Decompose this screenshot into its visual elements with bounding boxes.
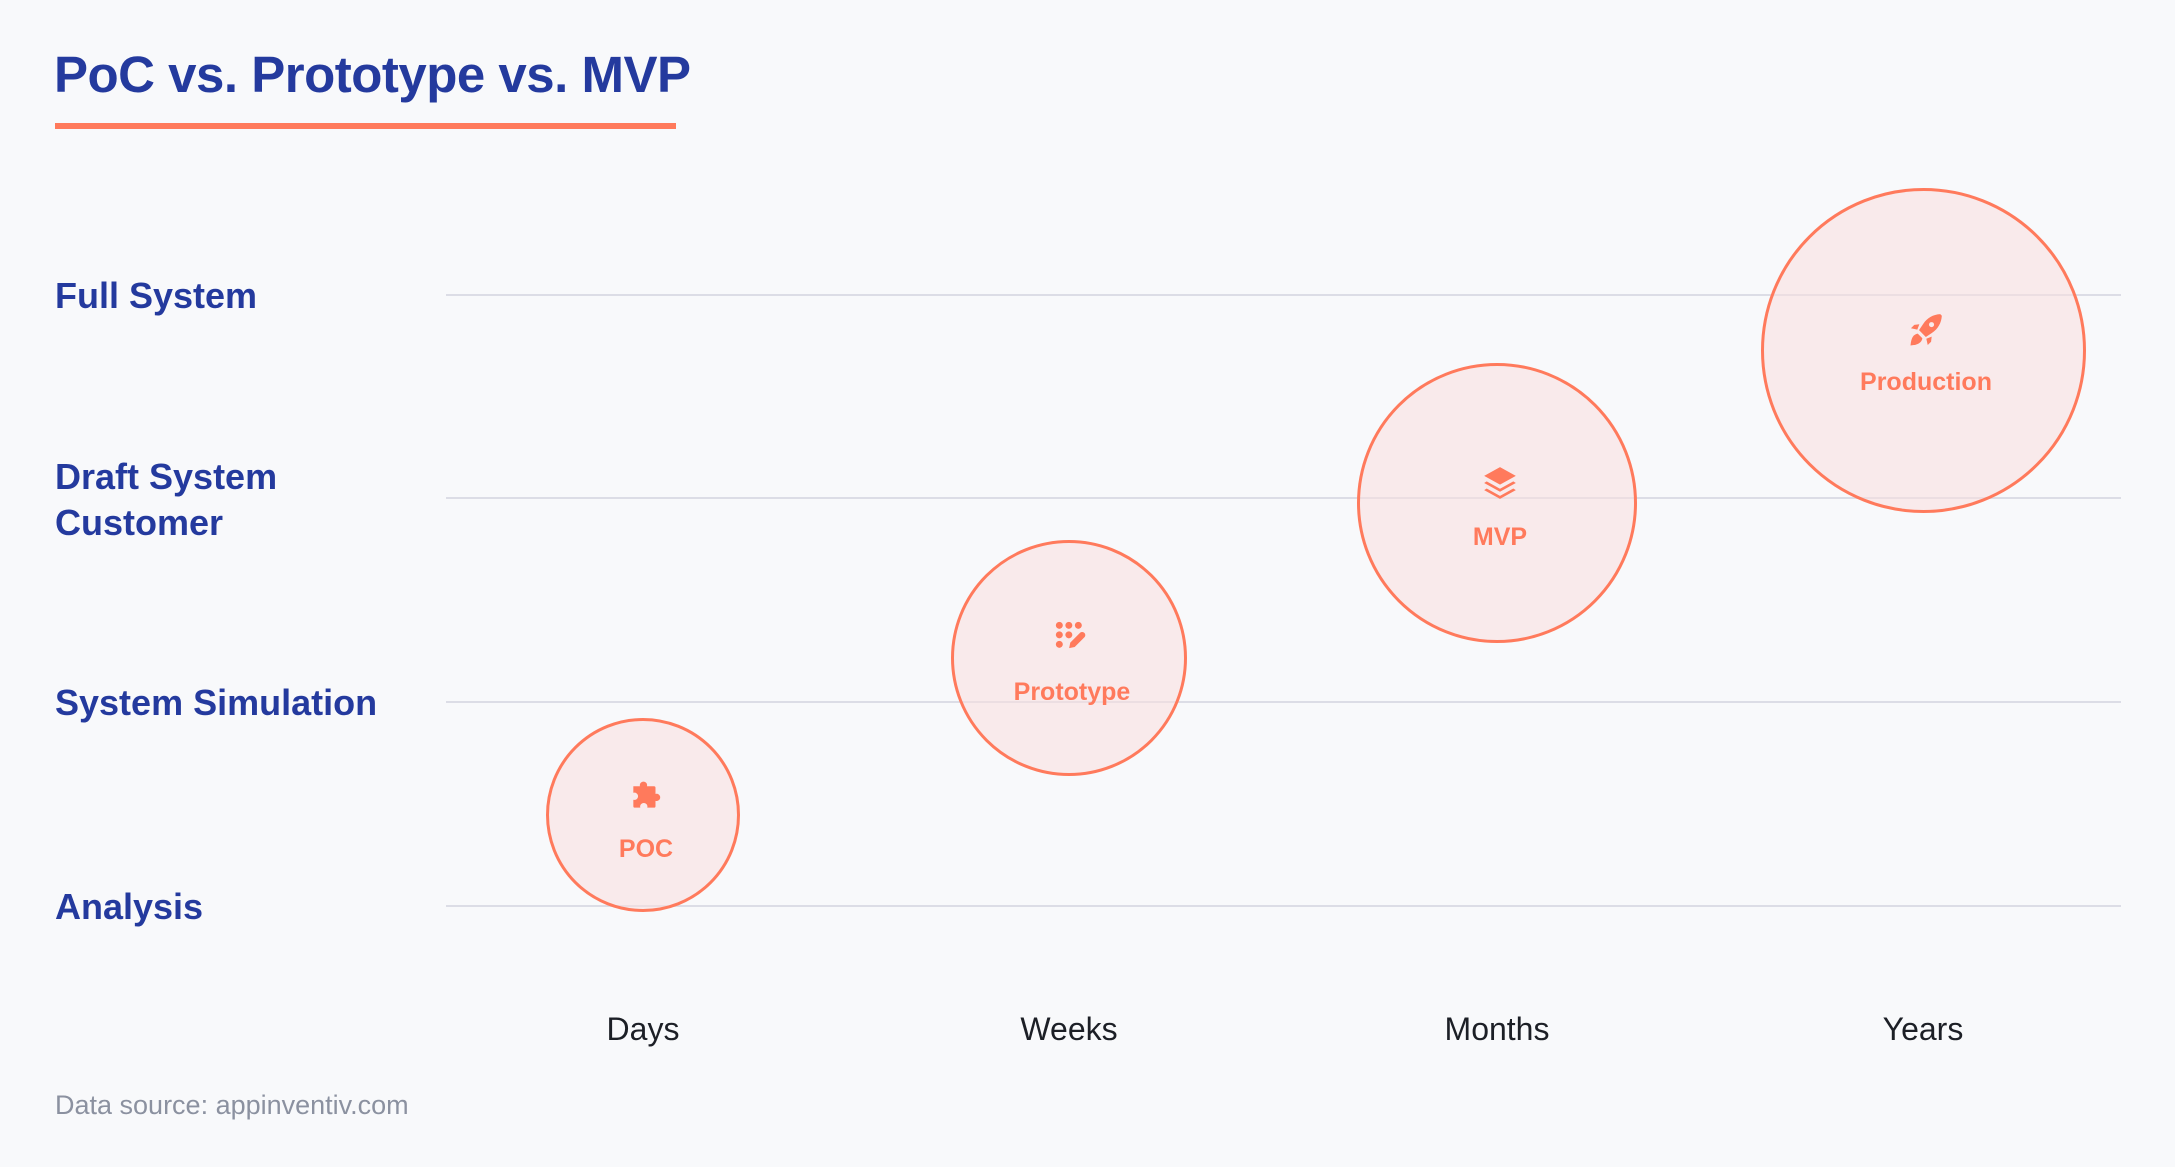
- bubble-label-mvp: MVP: [1472, 523, 1528, 551]
- prototype-dots-pencil-icon: [1055, 621, 1086, 649]
- bubble-label-production: Production: [1860, 368, 1992, 396]
- chart-title: PoC vs. Prototype vs. MVP: [54, 46, 691, 103]
- bubble-prototype: Prototype: [951, 540, 1187, 776]
- bubble-production: Production: [1761, 188, 2086, 513]
- data-source-note: Data source: appinventiv.com: [55, 1090, 409, 1120]
- puzzle-icon: [633, 781, 661, 808]
- gridline-full-system: [446, 294, 2121, 296]
- bubble-label-poc: POC: [618, 835, 674, 863]
- gridline-analysis: [446, 905, 2121, 907]
- x-label-years: Years: [1882, 1011, 1964, 1047]
- y-label-draft-system: Draft System: [55, 456, 278, 497]
- y-label-customer: Customer: [55, 502, 224, 543]
- bubble-poc: POC: [546, 718, 740, 912]
- bubble-label-prototype: Prototype: [1013, 678, 1131, 706]
- gridline-draft-system: [446, 497, 2121, 499]
- y-label-system-simulation: System Simulation: [55, 682, 378, 723]
- x-label-weeks: Weeks: [1020, 1011, 1118, 1047]
- layers-icon: [1484, 467, 1516, 499]
- gridline-system-simulation: [446, 701, 2121, 703]
- bubble-mvp: MVP: [1357, 363, 1637, 643]
- title-underline: [55, 123, 676, 129]
- y-label-analysis: Analysis: [55, 886, 204, 927]
- x-label-months: Months: [1444, 1011, 1550, 1047]
- y-label-full-system: Full System: [55, 275, 258, 316]
- rocket-icon: [1910, 314, 1942, 346]
- x-label-days: Days: [606, 1011, 680, 1047]
